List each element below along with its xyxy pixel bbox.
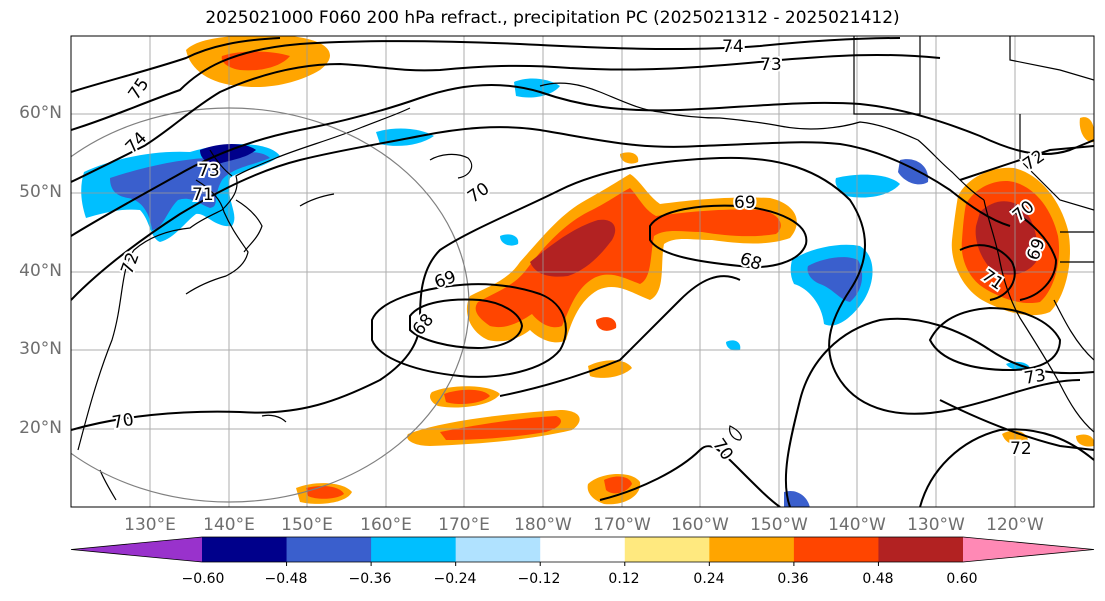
coastlines xyxy=(77,36,1094,501)
colorbar-outline xyxy=(70,536,1095,563)
colorbar-tick: 0.36 xyxy=(777,571,809,587)
contour-label: 72 xyxy=(1010,439,1032,459)
colorbar-extend-max xyxy=(963,537,1094,562)
colorbar-tick: 0.48 xyxy=(862,571,894,587)
lon-label-160w: 160°W xyxy=(671,515,729,535)
refractivity-contours xyxy=(71,37,1094,507)
colorbar-tick: −0.12 xyxy=(517,571,561,587)
contour-label: 73 xyxy=(760,55,782,75)
colorbar-swatch xyxy=(540,537,626,562)
colorbar-tick: −0.48 xyxy=(264,571,308,587)
lat-label-20n: 20°N xyxy=(19,418,62,438)
lon-label-180w: 180°W xyxy=(514,515,572,535)
lon-label-120w: 120°W xyxy=(986,515,1044,535)
lon-label-170w: 170°W xyxy=(593,515,651,535)
lon-label-150w: 150°W xyxy=(750,515,808,535)
lon-label-130e: 130°E xyxy=(124,515,176,535)
map-title: 2025021000 F060 200 hPa refract., precip… xyxy=(205,8,900,28)
colorbar-swatch xyxy=(878,537,964,562)
colorbar-tick: 0.24 xyxy=(693,571,725,587)
contour-label: 69 xyxy=(734,193,756,213)
colorbar-swatch xyxy=(455,537,541,562)
colorbar-swatch xyxy=(202,537,288,562)
lon-label-160e: 160°E xyxy=(360,515,412,535)
lon-label-130w: 130°W xyxy=(907,515,965,535)
lon-label-140w: 140°W xyxy=(828,515,886,535)
map-frame xyxy=(70,35,1095,508)
lon-label-150e: 150°E xyxy=(281,515,333,535)
colorbar-tick: −0.36 xyxy=(348,571,392,587)
colorbar-swatch xyxy=(624,537,710,562)
colorbar-tick: 0.12 xyxy=(608,571,640,587)
colorbar-tick: −0.60 xyxy=(181,571,225,587)
colorbar-swatch xyxy=(709,537,795,562)
colorbar-swatch xyxy=(793,537,879,562)
colorbar-tick: −0.24 xyxy=(433,571,477,587)
contour-label: 71 xyxy=(192,185,214,205)
contour-label: 74 xyxy=(722,37,744,57)
colorbar-swatch xyxy=(371,537,457,562)
lon-label-140e: 140°E xyxy=(203,515,255,535)
colorbar-tick: 0.60 xyxy=(946,571,978,587)
lat-label-50n: 50°N xyxy=(19,182,62,202)
range-ring xyxy=(71,107,470,503)
contour-label: 73 xyxy=(198,161,220,181)
lon-label-170e: 170°E xyxy=(438,515,490,535)
lat-label-30n: 30°N xyxy=(19,339,62,359)
lat-label-40n: 40°N xyxy=(19,261,62,281)
graticule xyxy=(71,36,1094,507)
lat-label-60n: 60°N xyxy=(19,103,62,123)
colorbar-swatch xyxy=(286,537,372,562)
colorbar-extend-min xyxy=(71,537,202,562)
